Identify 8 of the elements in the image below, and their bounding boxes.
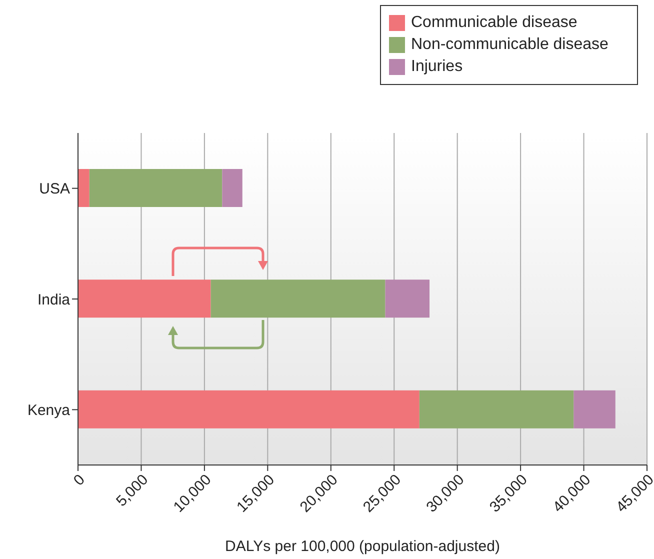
y-tick-label: India (37, 291, 71, 308)
legend-label: Non-communicable disease (411, 35, 608, 55)
y-tick-label: USA (39, 180, 70, 198)
legend-label: Injuries (411, 57, 463, 77)
x-axis-title: DALYs per 100,000 (population-adjusted) (225, 538, 500, 555)
legend-label: Communicable disease (411, 13, 578, 33)
x-tick-label: 0 (70, 471, 88, 490)
y-tick-label: Kenya (27, 402, 71, 419)
